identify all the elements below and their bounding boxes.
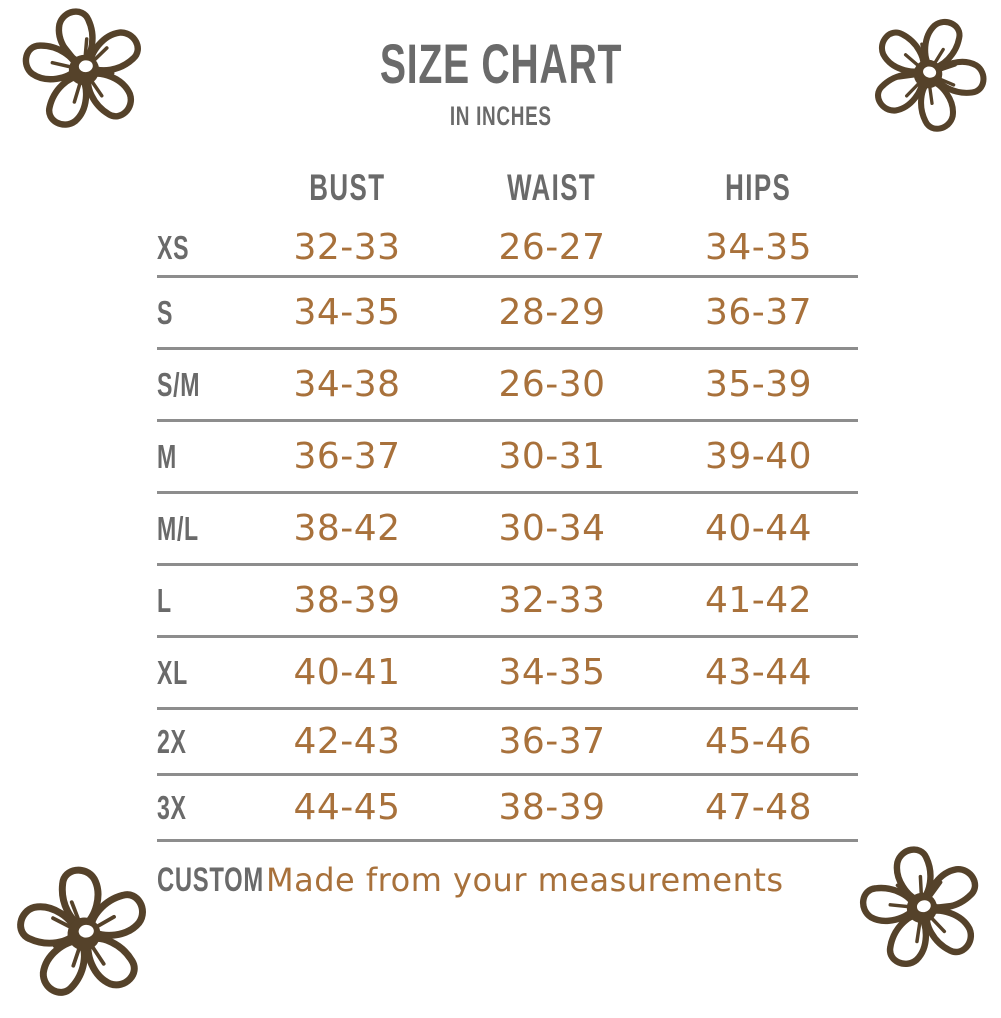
hips-value: 40-44 — [704, 508, 813, 549]
waist-value: 38-39 — [498, 787, 606, 828]
waist-value: 30-31 — [498, 436, 606, 477]
table-row-l: L 38-39 32-33 41-42 — [157, 566, 858, 638]
size-label: XL — [157, 653, 188, 691]
bust-value: 34-35 — [293, 292, 401, 333]
bust-value: 38-42 — [293, 508, 401, 549]
hips-value: 35-39 — [704, 364, 813, 405]
column-header-waist: WAIST — [507, 167, 597, 208]
waist-value: 34-35 — [498, 652, 606, 693]
table-row-sm: S/M 34-38 26-30 35-39 — [157, 350, 858, 422]
hips-value: 43-44 — [704, 652, 813, 693]
bust-value: 42-43 — [293, 721, 401, 762]
size-label: L — [157, 581, 172, 619]
waist-value: 26-27 — [498, 227, 606, 268]
table-row-m: M 36-37 30-31 39-40 — [157, 422, 858, 494]
page-subtitle: IN INCHES — [449, 101, 552, 131]
page-title: SIZE CHART — [379, 32, 622, 95]
bust-value: 36-37 — [293, 436, 401, 477]
waist-value: 26-30 — [498, 364, 606, 405]
flower-illustration-bottom-right — [860, 846, 979, 967]
table-row-ml: M/L 38-42 30-34 40-44 — [157, 494, 858, 566]
table-row-custom: CUSTOM Made from your measurements — [157, 842, 858, 918]
table-header-row: BUST WAIST HIPS — [157, 156, 858, 220]
size-label: 2X — [157, 722, 187, 760]
flower-illustration-bottom-left — [17, 866, 146, 996]
size-chart-table: BUST WAIST HIPS XS 32-33 26-27 34-35 S 3… — [157, 156, 858, 918]
bust-value: 38-39 — [293, 580, 401, 621]
hips-value: 34-35 — [704, 227, 813, 268]
table-row-xs: XS 32-33 26-27 34-35 — [157, 220, 858, 278]
hips-value: 41-42 — [704, 580, 813, 621]
hips-value: 45-46 — [704, 721, 813, 762]
bust-value: 34-38 — [293, 364, 401, 405]
size-label: S/M — [157, 365, 201, 403]
size-label: M/L — [157, 509, 199, 547]
table-row-2x: 2X 42-43 36-37 45-46 — [157, 710, 858, 776]
table-row-s: S 34-35 28-29 36-37 — [157, 278, 858, 350]
waist-value: 32-33 — [498, 580, 606, 621]
size-label: XS — [157, 228, 190, 266]
waist-value: 30-34 — [498, 508, 606, 549]
waist-value: 28-29 — [498, 292, 606, 333]
waist-value: 36-37 — [498, 721, 606, 762]
hips-value: 39-40 — [704, 436, 813, 477]
bust-value: 40-41 — [293, 652, 401, 693]
custom-size-label: CUSTOM — [157, 860, 264, 899]
table-row-xl: XL 40-41 34-35 43-44 — [157, 638, 858, 710]
size-label: 3X — [157, 788, 187, 826]
size-label: M — [157, 437, 177, 475]
custom-note: Made from your measurements — [266, 861, 784, 899]
size-label: S — [157, 293, 174, 331]
hips-value: 47-48 — [704, 787, 813, 828]
bust-value: 32-33 — [293, 227, 401, 268]
chart-header: SIZE CHART IN INCHES — [0, 36, 1001, 132]
column-header-hips: HIPS — [725, 167, 792, 208]
column-header-bust: BUST — [308, 167, 386, 208]
hips-value: 36-37 — [704, 292, 813, 333]
bust-value: 44-45 — [293, 787, 401, 828]
table-row-3x: 3X 44-45 38-39 47-48 — [157, 776, 858, 842]
